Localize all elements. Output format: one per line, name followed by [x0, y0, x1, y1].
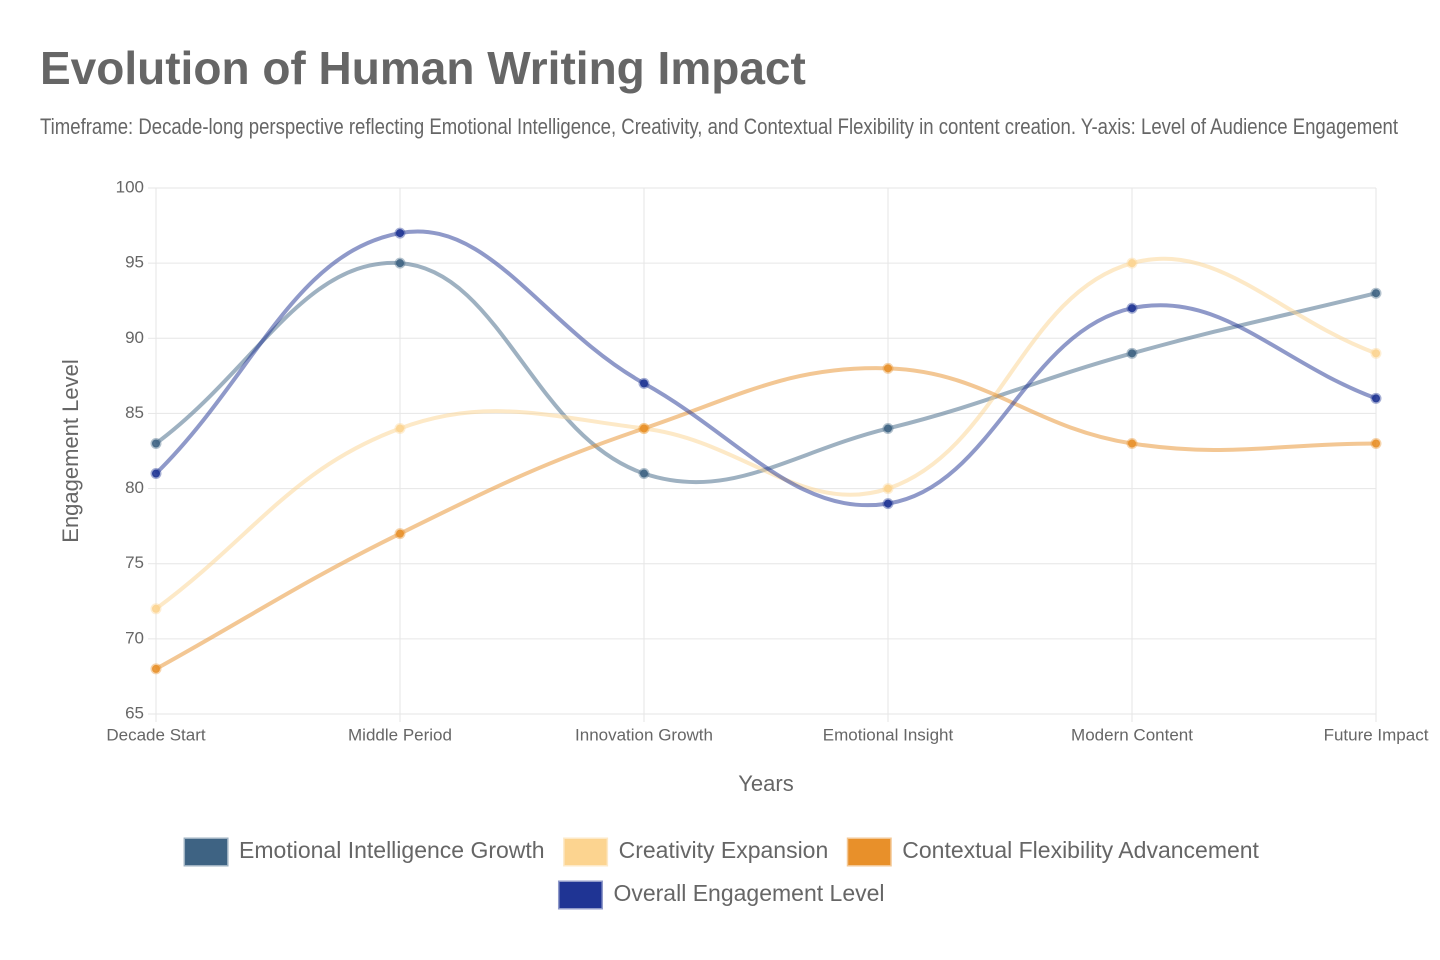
y-tick-label: 95: [125, 253, 144, 272]
series-line: [154, 256, 1377, 611]
series-line: [154, 261, 1377, 485]
data-point: [1370, 392, 1382, 404]
series-line: [154, 229, 1377, 508]
y-tick-label: 85: [125, 403, 144, 422]
legend-swatch: [183, 837, 229, 867]
x-tick-label: Modern Content: [1071, 725, 1193, 744]
data-point: [1126, 257, 1138, 269]
data-point: [1370, 437, 1382, 449]
data-point: [150, 437, 162, 449]
data-point: [1126, 437, 1138, 449]
chart-subtitle: Timeframe: Decade-long perspective refle…: [40, 114, 1398, 139]
legend-label: Contextual Flexibility Advancement: [902, 837, 1259, 863]
legend-row: Emotional Intelligence Growth Creativity …: [183, 837, 1260, 867]
y-tick-label: 70: [125, 628, 144, 647]
data-point: [150, 663, 162, 675]
data-point: [882, 362, 894, 374]
data-point: [394, 257, 406, 269]
y-tick-label: 90: [125, 328, 144, 347]
data-point: [638, 468, 650, 480]
legend-item: Emotional Intelligence Growth: [183, 837, 545, 867]
data-point: [1126, 302, 1138, 314]
legend-item: Creativity Expansion: [563, 837, 829, 867]
data-point: [638, 377, 650, 389]
data-point: [1370, 347, 1382, 359]
y-axis-label: Engagement Level: [58, 359, 83, 542]
data-point: [150, 603, 162, 615]
data-point: [882, 483, 894, 495]
legend-label: Overall Engagement Level: [613, 880, 884, 906]
y-tick-label: 65: [125, 703, 144, 722]
data-point: [394, 528, 406, 540]
legend-label: Emotional Intelligence Growth: [239, 837, 545, 863]
x-tick-label: Decade Start: [106, 725, 205, 744]
x-tick-label: Emotional Insight: [823, 725, 954, 744]
legend-swatch: [557, 880, 603, 910]
x-tick-label: Future Impact: [1324, 725, 1429, 744]
data-point: [882, 498, 894, 510]
legend-label: Creativity Expansion: [619, 837, 829, 863]
data-point: [1370, 287, 1382, 299]
chart-title: Evolution of Human Writing Impact: [40, 42, 806, 94]
data-point: [638, 422, 650, 434]
legend-item: Overall Engagement Level: [557, 880, 885, 910]
legend-swatch: [846, 837, 892, 867]
legend-row: Overall Engagement Level: [557, 880, 885, 910]
data-point: [394, 227, 406, 239]
y-tick-label: 80: [125, 478, 144, 497]
data-point: [394, 422, 406, 434]
legend-swatch: [563, 837, 609, 867]
series-line: [155, 366, 1377, 671]
y-tick-label: 100: [116, 177, 144, 196]
x-tick-label: Innovation Growth: [575, 725, 713, 744]
data-point: [150, 468, 162, 480]
legend-item: Contextual Flexibility Advancement: [846, 837, 1260, 867]
y-tick-label: 75: [125, 553, 144, 572]
x-axis-label: Years: [738, 771, 793, 796]
data-point: [1126, 347, 1138, 359]
x-tick-label: Middle Period: [348, 725, 452, 744]
data-point: [882, 422, 894, 434]
